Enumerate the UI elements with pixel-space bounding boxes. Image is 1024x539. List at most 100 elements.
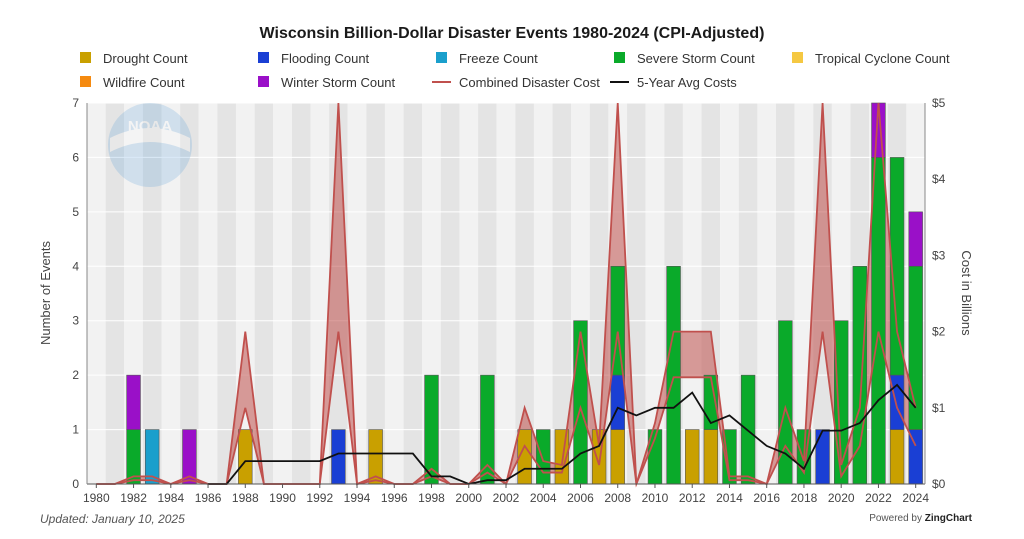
y2-tick-label: $3	[932, 248, 946, 262]
legend-label: Winter Storm Count	[281, 75, 396, 90]
powered-by[interactable]: Powered by ZingChart	[869, 513, 972, 524]
y2-tick-label: $2	[932, 325, 946, 339]
chart-title: Wisconsin Billion-Dollar Disaster Events…	[260, 25, 765, 42]
year-band	[161, 103, 181, 484]
y2-axis-title: Cost in Billions	[959, 250, 974, 336]
x-tick-label: 2020	[828, 491, 855, 505]
year-band	[180, 103, 199, 484]
year-band	[198, 103, 218, 484]
year-band	[291, 103, 311, 484]
y2-tick-label: $0	[932, 477, 946, 491]
powered-brand: ZingChart	[924, 513, 972, 524]
year-band	[496, 103, 516, 484]
legend: Drought Count Flooding Count Freeze Count S…	[80, 51, 950, 90]
year-band	[645, 103, 665, 484]
legend-label: 5-Year Avg Costs	[637, 75, 737, 90]
y-tick-label: 5	[72, 205, 79, 219]
x-tick-label: 1998	[418, 491, 445, 505]
year-band	[720, 103, 739, 484]
bar-severe-storm-count	[573, 320, 588, 485]
y-tick-label: 1	[72, 423, 79, 437]
legend-swatch	[80, 52, 91, 63]
bar-flooding-count	[815, 429, 830, 485]
bar-drought-count	[610, 429, 625, 485]
year-band	[87, 103, 106, 484]
x-tick-label: 2004	[530, 491, 557, 505]
legend-label: Wildfire Count	[103, 75, 185, 90]
legend-label: Tropical Cyclone Count	[815, 51, 950, 66]
year-band	[217, 103, 236, 484]
legend-item[interactable]: Drought Count	[80, 51, 188, 66]
x-tick-label: 2006	[567, 491, 594, 505]
year-band	[682, 103, 702, 484]
x-tick-label: 2008	[604, 491, 631, 505]
bar-winter-storm-count	[908, 211, 923, 267]
x-tick-label: 2024	[902, 491, 929, 505]
x-tick-label: 1988	[232, 491, 259, 505]
legend-item[interactable]: Combined Disaster Cost	[432, 75, 600, 90]
y-axis-title: Number of Events	[38, 240, 53, 345]
legend-swatch	[436, 52, 447, 63]
bar-drought-count	[703, 429, 719, 485]
bar-severe-storm-count	[871, 157, 886, 485]
powered-prefix: Powered by	[869, 513, 925, 524]
noaa-logo: NOAA	[108, 103, 192, 187]
x-tick-label: 2002	[493, 491, 520, 505]
legend-swatch	[614, 52, 625, 63]
x-tick-label: 2014	[716, 491, 743, 505]
year-bands	[87, 103, 925, 484]
bar-flooding-count	[889, 374, 905, 430]
x-tick-label: 2000	[455, 491, 482, 505]
year-band	[142, 103, 162, 484]
bar-flooding-count	[610, 374, 625, 430]
legend-item[interactable]: 5-Year Avg Costs	[610, 75, 737, 90]
bar-drought-count	[238, 429, 253, 485]
bar-severe-storm-count	[778, 320, 793, 485]
y-tick-label: 3	[72, 314, 79, 328]
bar-severe-storm-count	[480, 374, 495, 485]
bar-winter-storm-count	[126, 374, 141, 430]
x-tick-label: 1996	[381, 491, 408, 505]
y2-tick-label: $4	[932, 172, 946, 186]
x-tick-label: 1984	[157, 491, 184, 505]
y2-tick-label: $5	[932, 96, 946, 110]
year-band	[459, 103, 479, 484]
x-tick-label: 1986	[195, 491, 222, 505]
bar-flooding-count	[331, 429, 346, 485]
legend-item[interactable]: Freeze Count	[436, 51, 538, 66]
bar-severe-storm-count	[666, 265, 681, 485]
legend-label: Severe Storm Count	[637, 51, 755, 66]
year-band	[384, 103, 404, 484]
legend-swatch	[80, 76, 91, 87]
legend-swatch	[258, 52, 269, 63]
y-tick-label: 4	[72, 259, 79, 273]
y-tick-label: 2	[72, 368, 79, 382]
x-tick-label: 2022	[865, 491, 892, 505]
legend-item[interactable]: Wildfire Count	[80, 75, 185, 90]
year-band	[273, 103, 292, 484]
bar-severe-storm-count	[852, 265, 868, 485]
legend-item[interactable]: Tropical Cyclone Count	[792, 51, 950, 66]
x-tick-label: 1982	[120, 491, 147, 505]
x-tick-label: 1980	[83, 491, 110, 505]
bar-drought-count	[889, 429, 905, 485]
legend-label: Drought Count	[103, 51, 188, 66]
legend-item[interactable]: Severe Storm Count	[614, 51, 755, 66]
legend-label: Flooding Count	[281, 51, 370, 66]
updated-note: Updated: January 10, 2025	[40, 512, 185, 526]
y-tick-label: 0	[72, 477, 79, 491]
year-band	[552, 103, 572, 484]
legend-item[interactable]: Flooding Count	[258, 51, 370, 66]
legend-swatch	[258, 76, 269, 87]
x-tick-label: 2016	[753, 491, 780, 505]
bar-severe-storm-count	[536, 429, 551, 485]
x-tick-label: 1990	[269, 491, 296, 505]
x-tick-label: 1992	[306, 491, 333, 505]
y-tick-label: 7	[72, 96, 79, 110]
year-band	[757, 103, 777, 484]
year-band	[105, 103, 125, 484]
year-band	[440, 103, 460, 484]
year-band	[254, 103, 274, 484]
legend-item[interactable]: Winter Storm Count	[258, 75, 396, 90]
